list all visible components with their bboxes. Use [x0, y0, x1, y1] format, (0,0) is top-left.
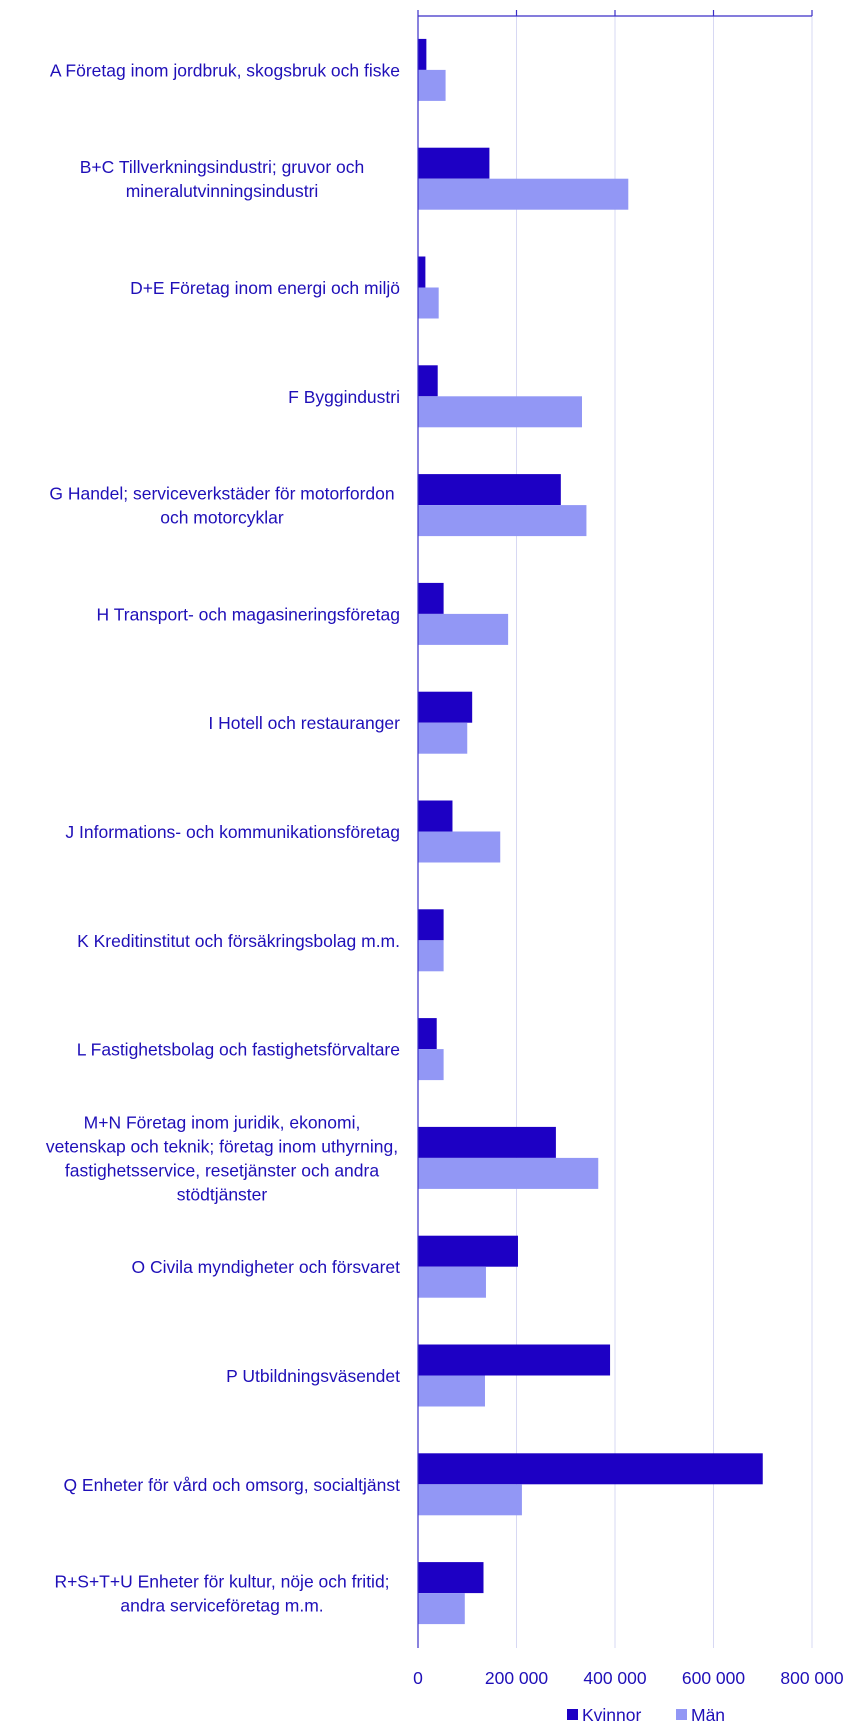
bar-kvinnor — [418, 147, 490, 179]
gridlines — [516, 16, 813, 1648]
axis — [417, 10, 813, 1648]
bar-m-n — [418, 940, 444, 972]
legend: Kvinnor Män — [567, 1705, 725, 1725]
bar-kvinnor — [418, 1235, 518, 1267]
bar-m-n — [418, 287, 439, 319]
bar-kvinnor — [418, 38, 427, 70]
bars — [418, 38, 763, 1625]
x-tick-label: 200 000 — [485, 1668, 549, 1688]
category-label: O Civila myndigheter och försvaret — [132, 1257, 401, 1277]
bar-m-n — [418, 1049, 444, 1081]
category-label-line: B+C Tillverkningsindustri; gruvor och — [80, 157, 365, 177]
category-label: F Byggindustri — [288, 387, 400, 407]
category-label: H Transport- och magasineringsföretag — [97, 604, 400, 624]
category-label: K Kreditinstitut och försäkringsbolag m.… — [77, 931, 400, 951]
bar-kvinnor — [418, 1018, 437, 1050]
category-label: M+N Företag inom juridik, ekonomi, vetens… — [46, 1112, 398, 1204]
category-label: G Handel; serviceverkstäder för motorfor… — [49, 484, 394, 528]
category-label-line: A Företag inom jordbruk, skogsbruk och f… — [50, 60, 400, 80]
category-labels: A Företag inom jordbruk, skogsbruk och f… — [46, 60, 400, 1615]
bar-kvinnor — [418, 474, 561, 506]
category-label-line: G Handel; serviceverkstäder för motorfor… — [49, 484, 394, 504]
category-label: D+E Företag inom energi och miljö — [130, 278, 400, 298]
category-label: Q Enheter för vård och omsorg, socialtjä… — [63, 1475, 400, 1495]
legend-swatch — [567, 1709, 578, 1720]
category-label: A Företag inom jordbruk, skogsbruk och f… — [50, 60, 400, 80]
bar-m-n — [418, 1266, 486, 1298]
bar-m-n — [418, 396, 583, 428]
category-label-line: K Kreditinstitut och försäkringsbolag m.… — [77, 931, 400, 951]
bar-m-n — [418, 722, 468, 754]
category-label-line: mineralutvinningsindustri — [126, 181, 319, 201]
legend-label: Kvinnor — [582, 1705, 642, 1725]
category-label-line: M+N Företag inom juridik, ekonomi, — [84, 1112, 361, 1132]
category-label: J Informations- och kommunikationsföreta… — [65, 822, 400, 842]
category-label-line: P Utbildningsväsendet — [226, 1366, 400, 1386]
bar-kvinnor — [418, 1453, 763, 1485]
category-label-line: F Byggindustri — [288, 387, 400, 407]
category-label-line: O Civila myndigheter och försvaret — [132, 1257, 401, 1277]
bar-m-n — [418, 1484, 522, 1516]
bar-m-n — [418, 178, 629, 210]
category-label-line: I Hotell och restauranger — [208, 713, 400, 733]
category-label: P Utbildningsväsendet — [226, 1366, 400, 1386]
x-tick-label: 400 000 — [583, 1668, 647, 1688]
x-tick-label: 0 — [413, 1668, 423, 1688]
category-label-line: vetenskap och teknik; företag inom uthyr… — [46, 1136, 398, 1156]
bar-kvinnor — [418, 365, 438, 397]
x-tick-label: 800 000 — [780, 1668, 844, 1688]
bar-kvinnor — [418, 800, 453, 832]
bar-kvinnor — [418, 1562, 484, 1594]
category-label-line: L Fastighetsbolag och fastighetsförvalta… — [77, 1040, 400, 1060]
bar-m-n — [418, 831, 501, 863]
bar-kvinnor — [418, 256, 426, 288]
bar-m-n — [418, 1593, 465, 1625]
category-label-line: Q Enheter för vård och omsorg, socialtjä… — [63, 1475, 400, 1495]
tick-labels: 0 200 000 400 000 600 000 800 000 — [413, 1668, 844, 1688]
legend-label: Män — [691, 1705, 725, 1725]
category-label-line: R+S+T+U Enheter för kultur, nöje och fri… — [54, 1572, 389, 1592]
bar-kvinnor — [418, 909, 444, 941]
bar-m-n — [418, 1157, 599, 1189]
bar-m-n — [418, 1375, 485, 1407]
category-label-line: H Transport- och magasineringsföretag — [97, 604, 400, 624]
category-label: I Hotell och restauranger — [208, 713, 400, 733]
category-label: L Fastighetsbolag och fastighetsförvalta… — [77, 1040, 400, 1060]
category-label-line: stödtjänster — [177, 1184, 268, 1204]
bar-m-n — [418, 505, 587, 537]
legend-swatch — [676, 1709, 687, 1720]
category-label-line: fastighetsservice, resetjänster och andr… — [65, 1160, 379, 1180]
category-label-line: andra serviceföretag m.m. — [120, 1596, 323, 1616]
category-label-line: och motorcyklar — [160, 508, 284, 528]
bar-kvinnor — [418, 1126, 556, 1158]
category-label: R+S+T+U Enheter för kultur, nöje och fri… — [54, 1572, 389, 1616]
category-label-line: D+E Företag inom energi och miljö — [130, 278, 400, 298]
bar-kvinnor — [418, 1344, 611, 1376]
bar-m-n — [418, 613, 509, 645]
x-tick-label: 600 000 — [682, 1668, 746, 1688]
bar-m-n — [418, 69, 446, 101]
category-label-line: J Informations- och kommunikationsföreta… — [65, 822, 400, 842]
category-label: B+C Tillverkningsindustri; gruvor och min… — [80, 157, 365, 201]
bar-kvinnor — [418, 691, 473, 723]
bar-kvinnor — [418, 582, 444, 614]
